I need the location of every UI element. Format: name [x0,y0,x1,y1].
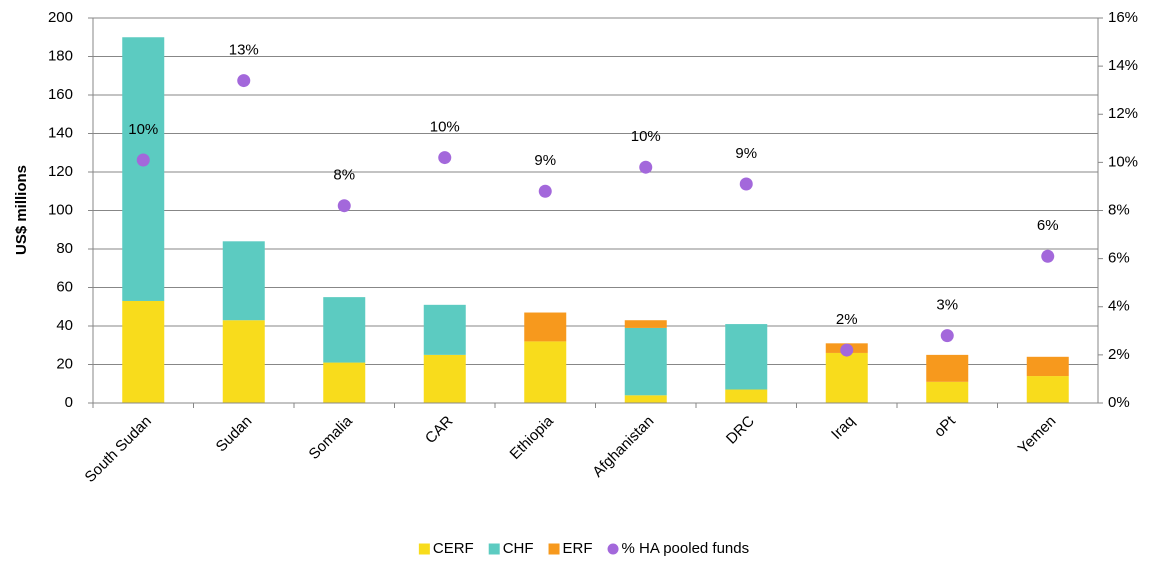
bar [323,362,366,403]
y2-tick-label: 10% [1108,153,1138,170]
data-label: 9% [534,152,556,169]
x-tick-label: CAR [422,412,457,447]
legend-label: CERF [433,540,474,557]
data-label: 10% [430,119,460,136]
y-tick-label: 60 [56,278,73,295]
bar [323,297,366,363]
bar [524,312,567,342]
bar [1026,376,1069,403]
point [136,153,150,167]
data-label: 8% [333,167,355,184]
bar [725,389,768,403]
data-label: 9% [735,145,757,162]
bar [926,354,969,382]
point [538,184,552,198]
y2-tick-label: 12% [1108,105,1138,122]
bar [423,304,466,355]
y-tick-label: 200 [48,9,73,26]
point [639,160,653,174]
point [739,177,753,191]
y2-tick-label: 16% [1108,9,1138,26]
legend-swatch [418,543,430,555]
x-tick-label: South Sudan [82,413,155,486]
y-tick-label: 0 [65,394,73,411]
point [438,151,452,165]
bar [624,320,667,328]
y2-tick-label: 14% [1108,57,1138,74]
bar [825,352,868,403]
bar [926,381,969,403]
x-tick-label: Sudan [213,413,256,456]
bar [624,395,667,403]
data-label: 3% [936,297,958,314]
data-label: 10% [631,128,661,145]
y-tick-label: 40 [56,317,73,334]
x-tick-label: Afghanistan [589,413,657,481]
point [940,329,954,343]
y-tick-label: 160 [48,86,73,103]
x-tick-label: DRC [723,412,758,447]
data-label: 10% [128,121,158,138]
legend-swatch [607,543,619,555]
bar [222,320,265,403]
x-tick-label: Somalia [306,412,357,463]
point [337,199,351,213]
y-tick-label: 120 [48,163,73,180]
legend-label: CHF [503,540,534,557]
data-label: 2% [836,311,858,328]
bar [122,37,165,301]
point [1041,249,1055,263]
bar [725,324,768,390]
y-tick-label: 100 [48,201,73,218]
legend-swatch [548,543,560,555]
y-tick-label: 20 [56,355,73,372]
x-tick-label: oPt [931,412,960,441]
legend-label: ERF [563,540,593,557]
bar [524,341,567,403]
y-tick-label: 180 [48,47,73,64]
data-label: 6% [1037,217,1059,234]
x-tick-label: Yemen [1015,413,1060,458]
legend-label: % HA pooled funds [622,540,750,557]
y2-tick-label: 2% [1108,346,1130,363]
point [237,74,251,88]
y2-tick-label: 6% [1108,250,1130,267]
y2-tick-label: 4% [1108,298,1130,315]
legend-swatch [488,543,500,555]
y-tick-label: 140 [48,124,73,141]
x-tick-label: Ethiopia [507,412,558,463]
bar [423,354,466,403]
y2-tick-label: 8% [1108,201,1130,218]
bar [624,327,667,396]
data-label: 13% [229,42,259,59]
bar [222,241,265,321]
point [840,343,854,357]
y-axis-label: US$ millions [13,165,30,255]
y2-tick-label: 0% [1108,394,1130,411]
y-tick-label: 80 [56,240,73,257]
bar [122,300,165,403]
bar [1026,356,1069,377]
x-tick-label: Iraq [828,413,858,443]
